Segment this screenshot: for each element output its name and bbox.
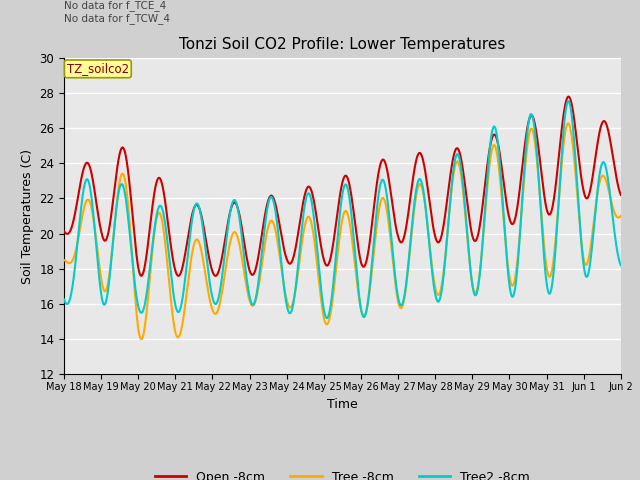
Y-axis label: Soil Temperatures (C): Soil Temperatures (C) bbox=[20, 148, 34, 284]
Text: TZ_soilco2: TZ_soilco2 bbox=[67, 62, 129, 75]
Text: No data for f_TCE_4
No data for f_TCW_4: No data for f_TCE_4 No data for f_TCW_4 bbox=[64, 0, 170, 24]
Title: Tonzi Soil CO2 Profile: Lower Temperatures: Tonzi Soil CO2 Profile: Lower Temperatur… bbox=[179, 37, 506, 52]
X-axis label: Time: Time bbox=[327, 397, 358, 410]
Legend: Open -8cm, Tree -8cm, Tree2 -8cm: Open -8cm, Tree -8cm, Tree2 -8cm bbox=[150, 466, 534, 480]
